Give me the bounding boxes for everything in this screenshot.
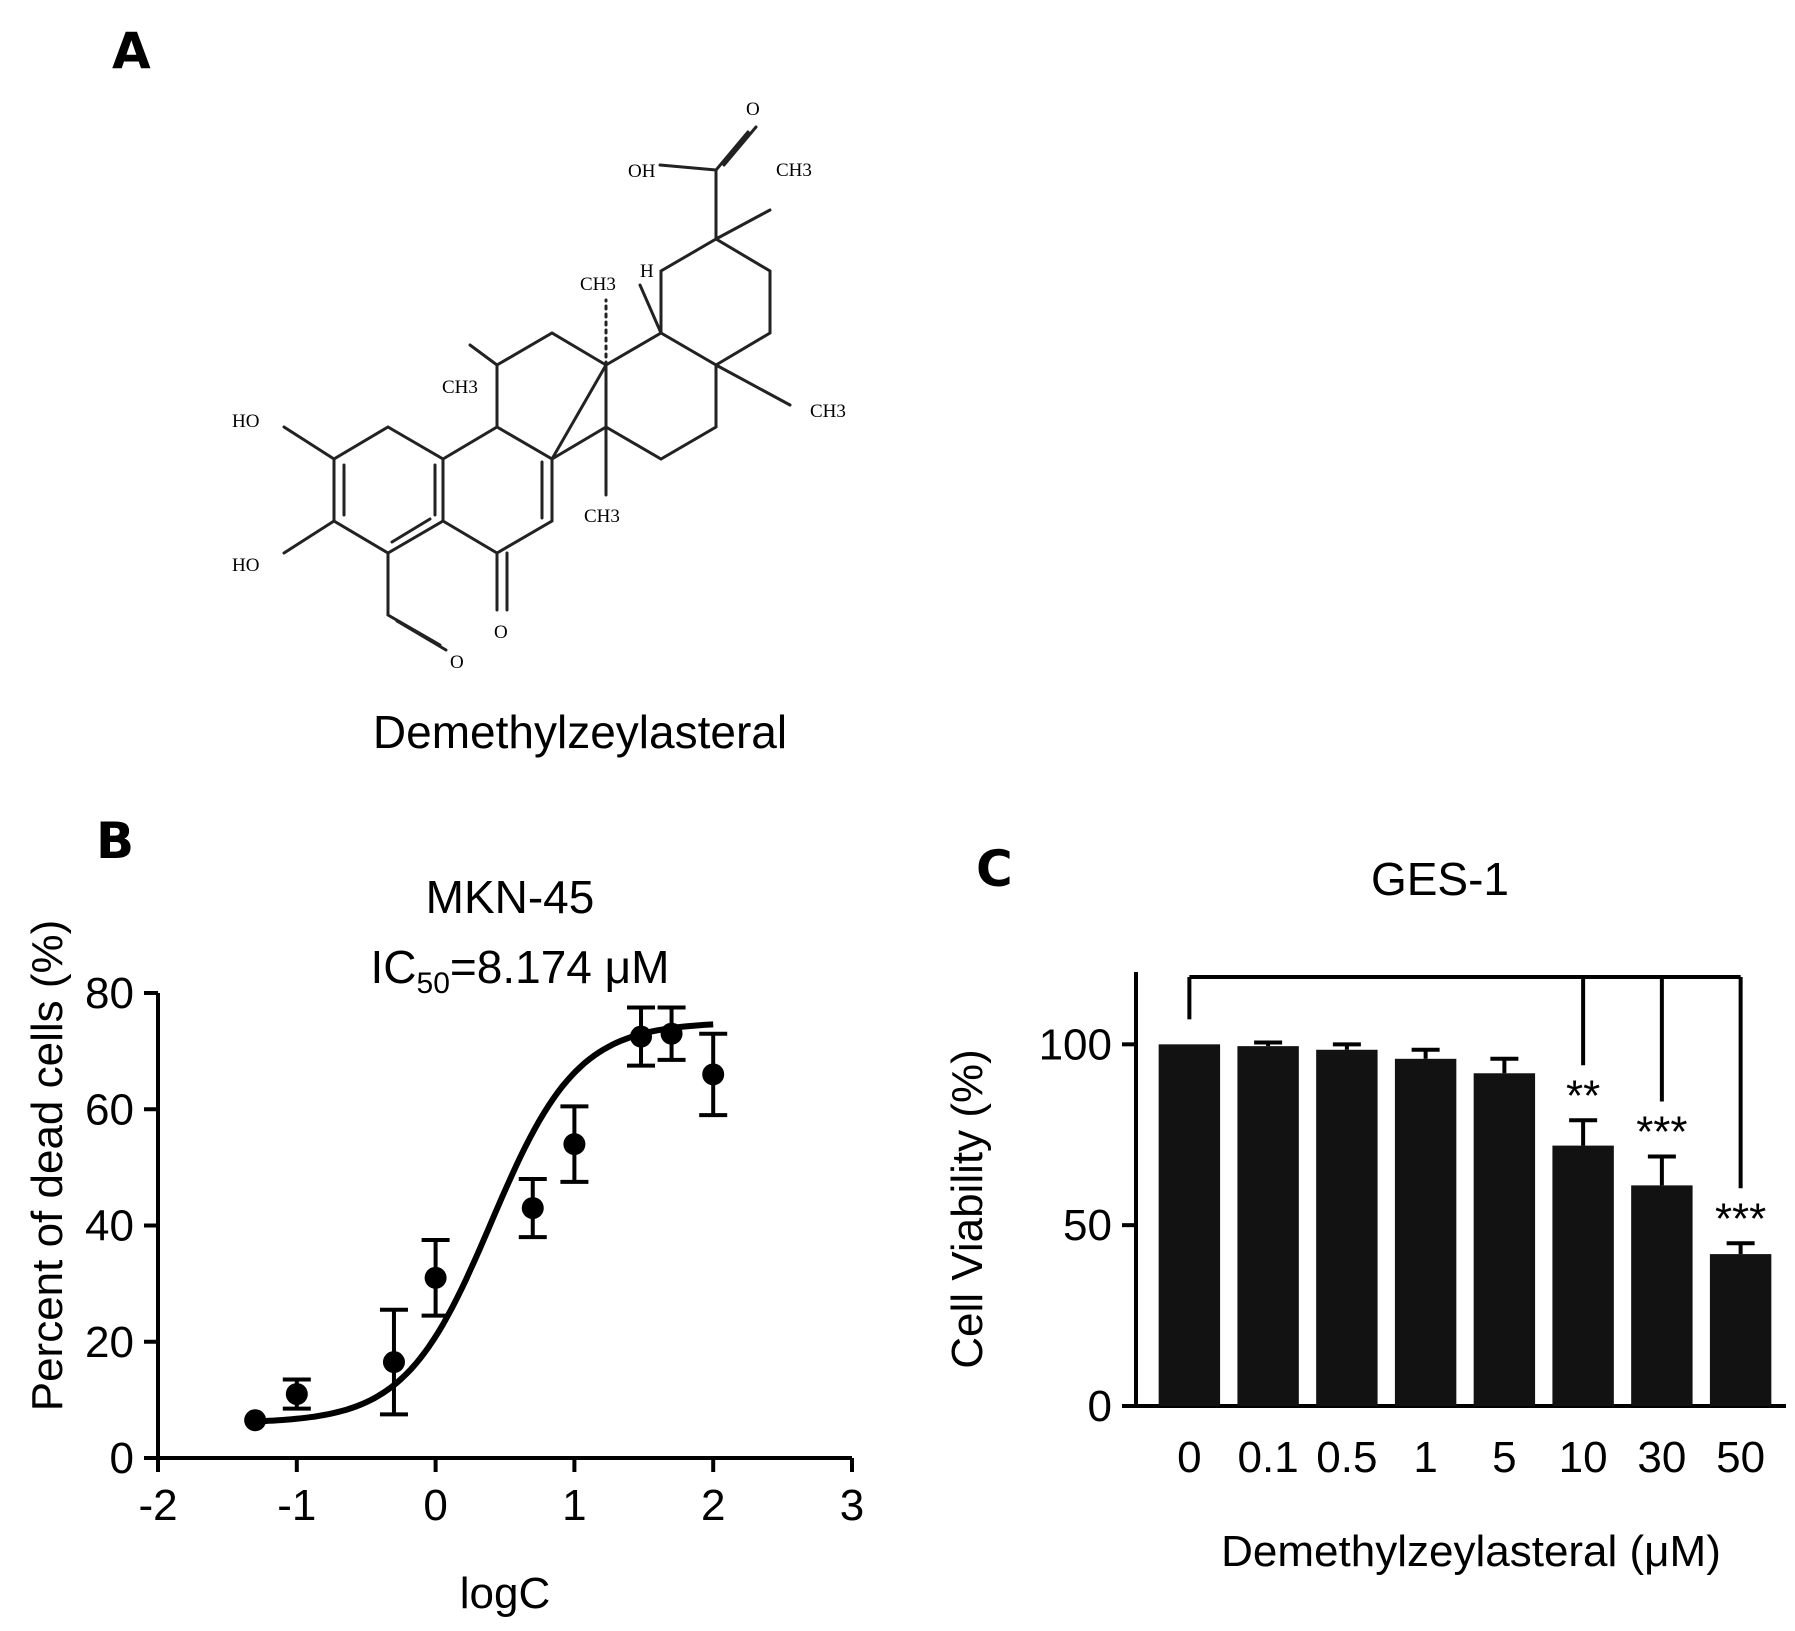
y-tick-label: 0: [110, 1434, 134, 1483]
y-tick-label: 40: [85, 1202, 134, 1251]
x-tick-label: 0: [423, 1481, 447, 1530]
x-axis-label: Demethylzeylasteral (μM): [1221, 1527, 1721, 1576]
ic50-prefix: IC: [370, 941, 417, 993]
bar: [1631, 1185, 1693, 1406]
x-tick-label: 0.5: [1316, 1433, 1377, 1482]
data-point: [563, 1133, 586, 1156]
x-tick-label: -1: [277, 1481, 316, 1530]
data-point: [521, 1197, 544, 1220]
x-axis-label: logC: [460, 1569, 551, 1618]
y-tick-label: 0: [1088, 1382, 1112, 1431]
panel-a-letter: A: [112, 22, 151, 80]
x-tick-label: 50: [1716, 1433, 1765, 1482]
ch3-left-label: CH3: [442, 377, 478, 398]
significance-label: ***: [1636, 1107, 1687, 1156]
bar: [1158, 1044, 1221, 1406]
data-point: [382, 1351, 405, 1374]
compound-name: Demethylzeylasteral: [372, 706, 788, 758]
acid-oh-label: OH: [628, 161, 656, 182]
bar: [1709, 1254, 1772, 1406]
x-tick-label: 3: [840, 1481, 864, 1530]
chart-b-subtitle: IC50=8.174 μM: [320, 940, 720, 1001]
data-point: [285, 1383, 308, 1406]
chart-b-title: MKN-45: [425, 871, 595, 923]
ho-top-label: HO: [232, 411, 259, 432]
x-tick-label: 0: [1177, 1433, 1201, 1482]
ho-bottom-label: HO: [232, 555, 259, 576]
data-point: [660, 1022, 683, 1045]
panel-c-letter: C: [976, 840, 1013, 898]
data-point: [424, 1266, 447, 1289]
ic50-subscript: 50: [416, 967, 450, 1001]
bar: [1237, 1046, 1299, 1406]
ch3-right-label: CH3: [810, 401, 846, 422]
x-tick-label: 5: [1492, 1433, 1516, 1482]
x-tick-label: 2: [701, 1481, 725, 1530]
ch3-bottom-label: CH3: [584, 506, 620, 527]
chart-c-title: GES-1: [1370, 853, 1510, 905]
x-tick-label: 0.1: [1238, 1433, 1299, 1482]
y-tick-label: 100: [1039, 1020, 1112, 1069]
acid-o-label: O: [746, 99, 760, 120]
x-tick-label: 10: [1559, 1433, 1608, 1482]
h-label: H: [640, 261, 654, 282]
bar: [1552, 1145, 1614, 1406]
significance-label: **: [1566, 1071, 1600, 1120]
ketone-o-label: O: [494, 622, 508, 643]
bar: [1394, 1058, 1457, 1406]
significance-label: ***: [1715, 1194, 1766, 1243]
y-tick-label: 20: [85, 1318, 134, 1367]
x-tick-label: -2: [138, 1481, 177, 1530]
x-tick-label: 1: [562, 1481, 586, 1530]
panel-b-letter: B: [96, 812, 135, 870]
aldehyde-o-label: O: [450, 652, 464, 673]
ch3-top-label: CH3: [776, 160, 812, 181]
data-point: [244, 1409, 267, 1432]
y-tick-label: 80: [85, 969, 134, 1018]
bar: [1473, 1073, 1536, 1406]
y-axis-label: Cell Viability (%): [943, 1049, 992, 1369]
ch3-mid-label: CH3: [580, 274, 616, 295]
x-tick-label: 1: [1413, 1433, 1437, 1482]
data-point: [630, 1025, 653, 1048]
ic50-value: =8.174 μM: [449, 941, 670, 993]
data-point: [702, 1063, 725, 1086]
y-axis-label: Percent of dead cells (%): [23, 920, 72, 1412]
x-tick-label: 30: [1637, 1433, 1686, 1482]
y-tick-label: 60: [85, 1085, 134, 1134]
bar: [1316, 1049, 1378, 1406]
y-tick-label: 50: [1063, 1201, 1112, 1250]
